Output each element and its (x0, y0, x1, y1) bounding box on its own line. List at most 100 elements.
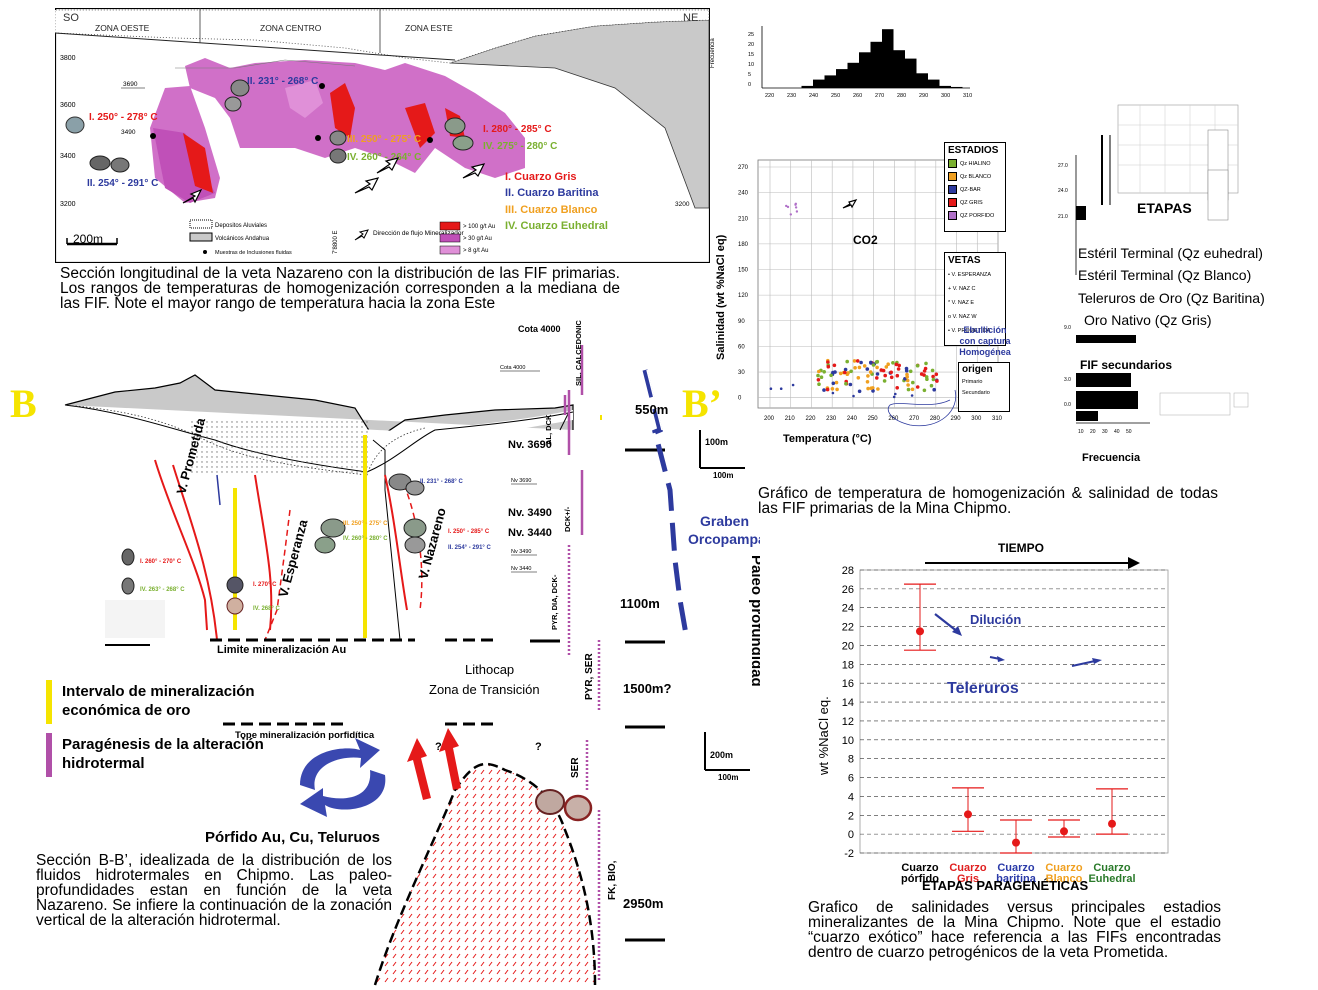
fluid-inclusion-image (121, 548, 135, 566)
vetas-legend: VETAS • V. ESPERANZA + V. NAZ C * V. NAZ E… (944, 252, 1006, 346)
scatter-ytick: 60 (738, 344, 745, 350)
etapa-item: Oro Nativo (Qz Gris) (1084, 312, 1212, 328)
fluid-inclusion-image (230, 79, 250, 97)
scatter-point (826, 360, 830, 364)
hist-bar (801, 85, 813, 88)
hist-bar (836, 69, 848, 88)
scatter-point (911, 380, 915, 385)
etapas-xtick: 10 (1078, 429, 1084, 435)
zone-centro: ZONA CENTRO (260, 23, 322, 33)
legend-volcanic: Volcánicos Andahua (215, 236, 270, 242)
legend-volcanic-swatch (189, 232, 213, 242)
salinity-ytick: 12 (842, 716, 854, 728)
level-small-3690: Nv 3690 (511, 478, 532, 484)
legend-30g: > 30 g/t Au (463, 236, 492, 242)
fluid-inclusion-image (404, 536, 426, 554)
scatter-point (865, 380, 870, 384)
level-3690: 3690 (123, 81, 138, 88)
scatter-xtick: 300 (971, 416, 982, 422)
scatter-point (833, 370, 837, 374)
frecuencia-label: Frecuencia (1082, 452, 1141, 464)
vein-esperanza: V. Esperanza (275, 517, 310, 599)
corner-so: SO (63, 12, 79, 24)
sample-dot (315, 135, 321, 141)
scatter-xtick: 310 (992, 416, 1003, 422)
tiempo-arrow (925, 557, 1140, 569)
salinity-category-label: Gris (957, 873, 979, 885)
annotation-dilucion: Dilución (970, 612, 1021, 627)
scatter-point (895, 373, 900, 378)
stage-iv-label: IV. Cuarzo Euhedral (505, 220, 608, 232)
depth-1500: 1500m? (623, 681, 671, 696)
legend-8g: > 8 g/t Au (463, 248, 489, 254)
temp-mid-i: I. 270° C (253, 582, 277, 588)
magenta-ore-body-center (185, 58, 525, 178)
scatter-point (825, 387, 830, 392)
hist-xtick: 240 (809, 93, 818, 99)
scatter-point (891, 361, 895, 365)
estadio-item: QZ GRIS (948, 197, 1005, 210)
scatter-point (832, 363, 837, 368)
hist-xtick: 220 (765, 93, 774, 99)
hist-xtick: 230 (787, 93, 796, 99)
hist-bar (928, 79, 940, 88)
hist-bar (939, 85, 951, 88)
origen-secundario: Secundario (962, 390, 990, 396)
scatter-ytick: 180 (738, 242, 749, 248)
tiempo-title: TIEMPO (998, 541, 1045, 555)
scatter-ytick: 150 (738, 268, 749, 274)
hist-bar (847, 62, 859, 88)
temp-naz-ii: II. 254° - 291° C (448, 545, 491, 551)
salinity-point (1012, 838, 1020, 847)
scatter-point (935, 379, 939, 383)
scatter-point (931, 377, 936, 382)
scatter-point (908, 369, 913, 374)
scatter-point (816, 378, 821, 382)
hist-bar (882, 29, 894, 88)
scatter-point (817, 369, 821, 374)
scatter-xtick: 250 (868, 416, 879, 422)
elev-3400: 3400 (60, 153, 76, 160)
alteration-al-dck: AL, DCK (544, 414, 553, 445)
estadio-swatch (948, 159, 957, 169)
fluid-inclusion-image (226, 576, 244, 594)
hist-xtick: 290 (919, 93, 928, 99)
scale2-h: 100m (718, 773, 738, 782)
temp-naz-ii-top: II. 231° - 268° C (420, 479, 463, 485)
question-mark: ? (535, 741, 542, 753)
temp-prom-i: I. 260° - 270° C (140, 559, 182, 565)
scatter-point (871, 389, 875, 393)
hist-bar (893, 50, 905, 88)
fluid-arrow (407, 738, 431, 800)
temp-east-i: I. 280° - 285° C (483, 124, 552, 135)
scatter-point (853, 366, 857, 370)
salinity-ytick: 24 (842, 603, 854, 615)
temp-center-ii: II. 231° - 268° C (247, 76, 318, 87)
hist-ytick: 0 (748, 82, 751, 88)
etapas-xtick: 40 (1114, 429, 1120, 435)
estadio-swatch (948, 211, 957, 221)
scatter-point (892, 395, 896, 399)
hist-bar (859, 52, 871, 88)
temperature-histogram: Frecuencia 25 20 15 10 5 0 220 230 240 250 260 270… (710, 26, 972, 99)
level-small-3490: Nv 3490 (511, 549, 532, 555)
scatter-point (866, 386, 870, 391)
estadio-item: Qz BLANCO (948, 171, 1005, 184)
estadio-item: Qz HIALINO (948, 158, 1005, 171)
salinity-ytick: 22 (842, 622, 854, 634)
scatter-point (904, 369, 909, 373)
salinity-point (1108, 819, 1116, 828)
elev-3600: 3600 (60, 102, 76, 109)
scatter-point (852, 394, 855, 398)
scatter-xtick: 210 (785, 416, 796, 422)
scatter-point (875, 372, 880, 376)
scatter-point (910, 387, 915, 392)
scatter-point (789, 213, 792, 216)
salinity-ytick: 10 (842, 735, 854, 747)
alteration-fk-bio: FK, BIO, (607, 860, 618, 900)
transition-zone-label: Zona de Transición (429, 682, 540, 697)
fluid-inclusion-image (329, 130, 347, 146)
orcopampa-label: Orcopampa (688, 531, 760, 547)
scatter-caption: Gráfico de temperatura de homogenización… (758, 485, 1218, 517)
porphyry-label: Pórfido Au, Cu, Teluruos (205, 829, 380, 846)
